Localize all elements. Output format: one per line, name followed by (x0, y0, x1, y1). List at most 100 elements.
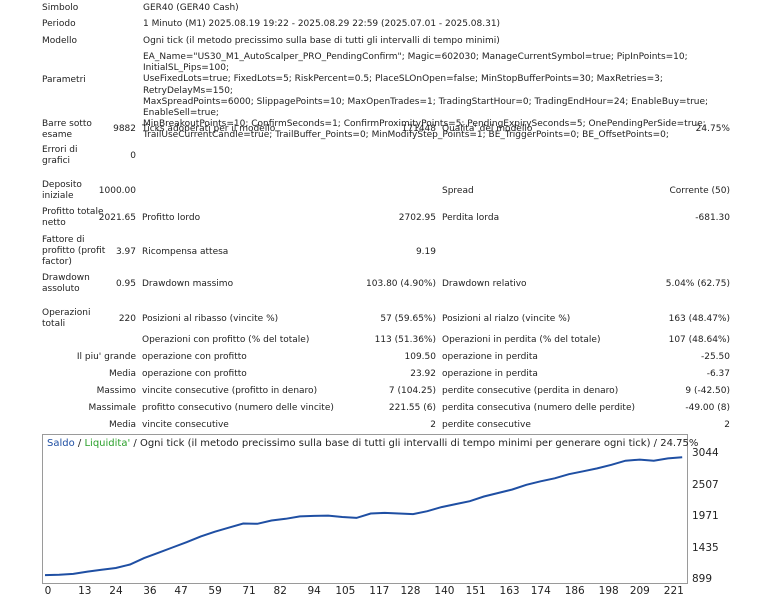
balance-chart-svg (44, 456, 683, 577)
media1-profitto-value: 23.92 (410, 369, 436, 379)
media1-profitto-label: operazione con profitto (142, 369, 247, 379)
ricompensa-label: Ricompensa attesa (142, 247, 229, 257)
massimo-vincite-value: 7 (104.25) (388, 386, 436, 396)
massimale-profitto-label: profitto consecutivo (numero delle vinci… (142, 403, 334, 413)
x-tick-label: 163 (499, 585, 520, 597)
saldo-line (44, 456, 683, 577)
param-line: EA_Name="US30_M1_AutoScalper_PRO_Pending… (143, 52, 688, 74)
x-tick-label: 82 (273, 585, 287, 597)
barre-value: 9882 (113, 124, 136, 134)
profitto-netto-label: Profitto totale netto (42, 207, 104, 228)
legend-sep: / (74, 438, 85, 449)
y-tick-label: 2507 (692, 478, 719, 491)
perdita-lorda-value: -681.30 (695, 213, 730, 223)
massimale-perdita-label: perdita consecutiva (numero delle perdit… (442, 403, 636, 413)
deposito-label: Deposito iniziale (42, 180, 82, 201)
legend-desc: Ogni tick (il metodo precissimo sulla ba… (139, 438, 699, 449)
x-tick-label: 59 (208, 585, 222, 597)
periodo-value: 1 Minuto (M1) 2025.08.19 19:22 - 2025.08… (143, 19, 501, 29)
ricompensa-value: 9.19 (415, 247, 436, 257)
legend-sep: / (130, 438, 140, 449)
spread-value: Corrente (50) (669, 186, 730, 196)
massimale-perdita-value: -49.00 (8) (685, 403, 730, 413)
media1-perdita-value: -6.37 (706, 369, 730, 379)
parametri-label: Parametri (42, 75, 86, 85)
chart-legend: Saldo / Liquidita' / Ogni tick (il metod… (47, 438, 698, 449)
drawdown-relativo-value: 5.04% (62.75) (665, 279, 730, 289)
param-line: MaxSpreadPoints=6000; SlippagePoints=10;… (143, 96, 709, 119)
barre-label: Barre sotto esame (42, 119, 92, 140)
errori-value: 0 (130, 151, 136, 161)
fattore-value: 3.97 (115, 247, 136, 257)
massimo-label: Massimo (96, 386, 136, 396)
x-tick-label: 174 (530, 585, 551, 597)
grande-label: Il piu' grande (76, 352, 136, 362)
grande-profitto-value: 109.50 (404, 352, 437, 362)
legend-liquidita: Liquidita' (84, 438, 131, 449)
legend-saldo: Saldo (47, 438, 75, 449)
x-tick-label: 24 (109, 585, 123, 597)
massimo-perdite-label: perdite consecutive (perdita in denaro) (442, 386, 619, 396)
y-tick-label: 899 (692, 573, 713, 585)
drawdown-label: Drawdown assoluto (42, 273, 90, 294)
massimale-label: Massimale (88, 403, 136, 413)
x-tick-label: 36 (143, 585, 157, 597)
rialzo-label: Posizioni al rialzo (vincite %) (442, 314, 571, 324)
drawdown-value: 0.95 (115, 279, 136, 289)
profitto-lordo-label: Profitto lordo (142, 213, 201, 223)
ticks-value: 171448 (401, 124, 436, 134)
op-profitto-label: Operazioni con profitto (% del totale) (142, 335, 310, 345)
op-profitto-value: 113 (51.36%) (374, 335, 436, 345)
ribasso-label: Posizioni al ribasso (vincite %) (142, 314, 279, 324)
perdita-lorda-label: Perdita lorda (442, 213, 500, 223)
media1-perdita-label: operazione in perdita (442, 369, 538, 379)
media2-label: Media (108, 420, 136, 430)
massimo-perdite-value: 9 (-42.50) (685, 386, 730, 396)
x-tick-label: 13 (78, 585, 92, 597)
periodo-label: Periodo (42, 19, 76, 29)
media2-perdite-value: 2 (724, 420, 730, 430)
ticks-label: Ticks adoperati per il modello (142, 124, 276, 134)
fattore-label: Fattore di profitto (profit factor) (42, 235, 106, 267)
qualita-value: 24.75% (695, 124, 730, 134)
media2-vincite-value: 2 (430, 420, 436, 430)
profitto-lordo-value: 2702.95 (398, 213, 436, 223)
balance-chart: Saldo / Liquidita' / Ogni tick (il metod… (42, 434, 698, 584)
x-tick-label: 105 (335, 585, 356, 597)
y-tick-label: 1435 (692, 541, 719, 554)
media1-label: Media (108, 369, 136, 379)
x-tick-label: 209 (629, 585, 650, 597)
massimale-profitto-value: 221.55 (6) (388, 403, 436, 413)
deposito-value: 1000.00 (98, 186, 136, 196)
param-line: UseFixedLots=true; FixedLots=5; RiskPerc… (143, 74, 663, 96)
operazioni-value: 220 (118, 314, 136, 324)
x-tick-label: 71 (242, 585, 256, 597)
operazioni-label: Operazioni totali (42, 308, 91, 329)
y-tick-label: 3044 (692, 447, 719, 460)
massimo-vincite-label: vincite consecutive (profitto in denaro) (142, 386, 318, 396)
param-line: TrailUseCurrentCandle=true; TrailBuffer_… (143, 130, 669, 141)
media2-vincite-label: vincite consecutive (142, 420, 229, 430)
x-tick-label: 221 (663, 585, 684, 597)
op-perdita-value: 107 (48.64%) (668, 335, 730, 345)
media2-perdite-label: perdite consecutive (442, 420, 531, 430)
drawdown-relativo-label: Drawdown relativo (442, 279, 527, 289)
x-tick-label: 0 (44, 585, 52, 597)
grande-perdita-value: -25.50 (700, 352, 730, 362)
x-tick-label: 94 (307, 585, 321, 597)
param-line: MinBreakoutPoints=10; ConfirmSeconds=1; … (143, 119, 706, 130)
drawdown-massimo-label: Drawdown massimo (142, 279, 234, 289)
y-tick-label: 1971 (692, 510, 719, 523)
parametri-values: EA_Name="US30_M1_AutoScalper_PRO_Pending… (143, 52, 743, 142)
x-tick-label: 117 (369, 585, 390, 597)
op-perdita-label: Operazioni in perdita (% del totale) (442, 335, 601, 345)
rialzo-value: 163 (48.47%) (668, 314, 730, 324)
grande-profitto-label: operazione con profitto (142, 352, 247, 362)
x-tick-label: 140 (434, 585, 455, 597)
x-tick-label: 47 (174, 585, 188, 597)
simbolo-value: GER40 (GER40 Cash) (143, 3, 239, 13)
x-tick-label: 151 (465, 585, 486, 597)
simbolo-label: Simbolo (42, 3, 79, 13)
modello-value: Ogni tick (il metodo precissimo sulla ba… (143, 36, 500, 46)
x-tick-label: 186 (564, 585, 585, 597)
